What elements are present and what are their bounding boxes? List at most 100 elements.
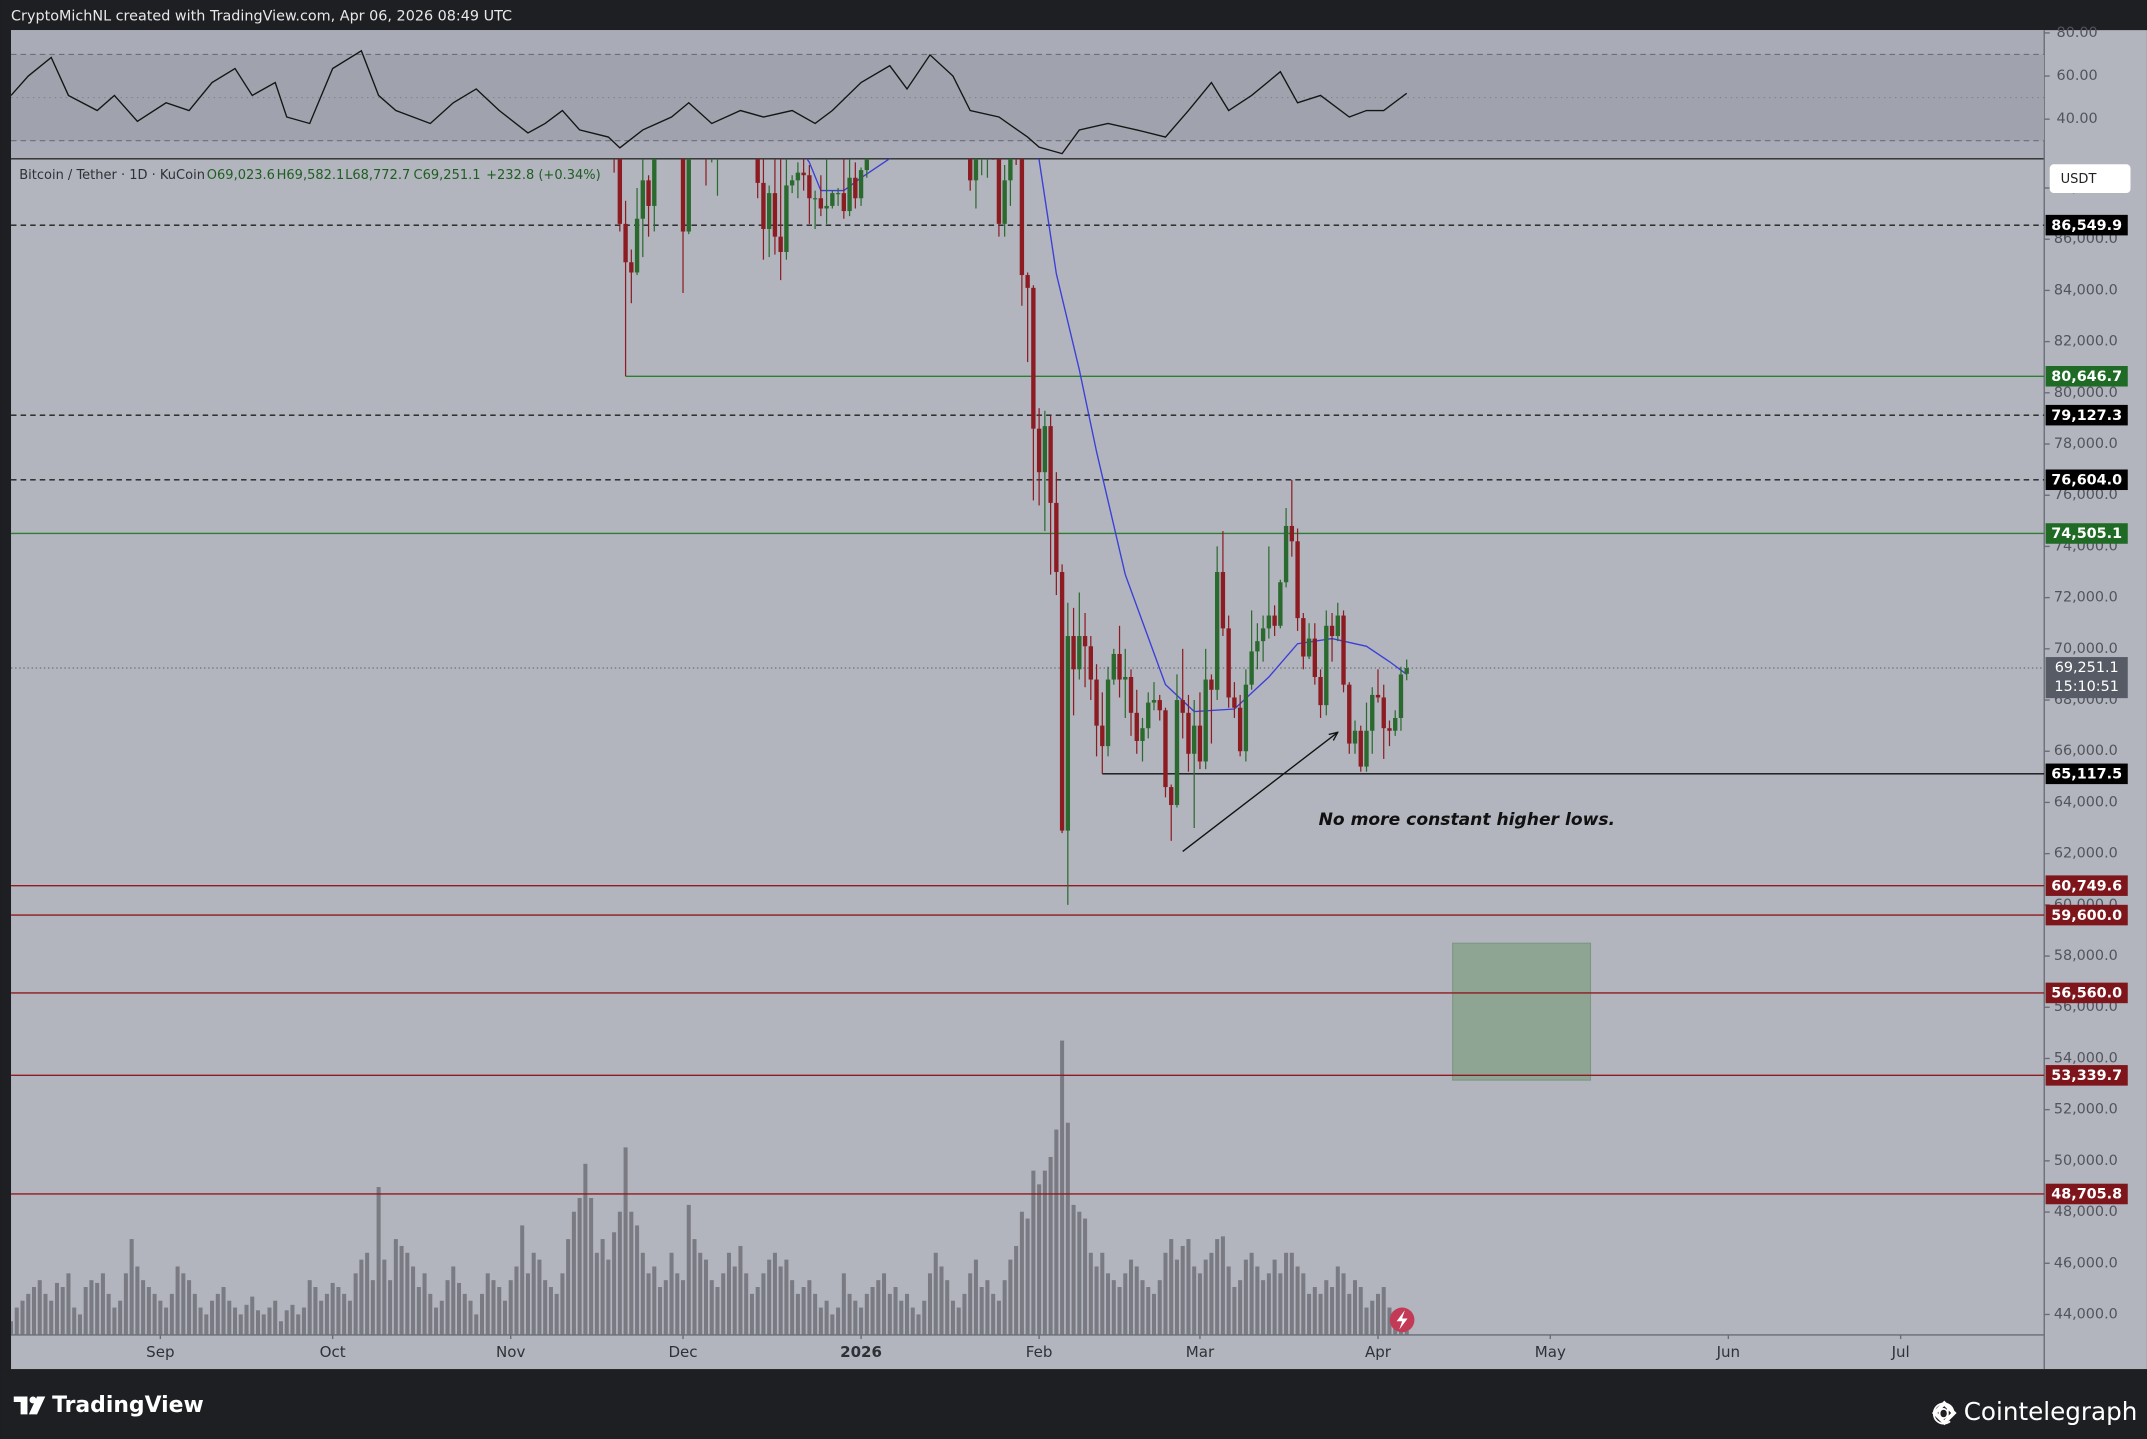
candle-body xyxy=(686,158,691,232)
volume-bar xyxy=(89,1280,94,1335)
rsi-layer xyxy=(11,49,2045,155)
x-tick-label: 2026 xyxy=(840,1343,882,1361)
candle-body xyxy=(1214,572,1220,690)
volume-bar xyxy=(612,1232,617,1335)
volume-bar xyxy=(112,1307,117,1335)
volume-bar xyxy=(617,1211,622,1335)
volume-bar xyxy=(451,1266,456,1335)
volume-bar xyxy=(841,1273,846,1335)
level-label-box xyxy=(2045,982,2128,1004)
alert-icon[interactable] xyxy=(1389,1307,1415,1333)
candle-body xyxy=(1042,426,1048,473)
currency-box[interactable] xyxy=(2049,164,2131,194)
volume-bar xyxy=(818,1307,823,1335)
volume-bar xyxy=(1203,1259,1208,1335)
candle-body xyxy=(1186,712,1191,754)
candle-body xyxy=(789,180,795,186)
volume-bar xyxy=(204,1314,209,1335)
volume-bar xyxy=(1312,1287,1317,1335)
candle-body xyxy=(1146,702,1151,729)
candle-body xyxy=(973,158,979,181)
volume-bar xyxy=(922,1300,927,1335)
volume-bar xyxy=(560,1273,565,1335)
volume-bar xyxy=(738,1245,743,1335)
volume-bar xyxy=(824,1300,829,1335)
candle-body xyxy=(1117,653,1122,680)
volume-bar xyxy=(910,1307,915,1335)
volume-bar xyxy=(1100,1252,1105,1335)
logo-part xyxy=(13,1396,28,1415)
level-label: 80,646.7 xyxy=(2051,369,2122,385)
volume-bar xyxy=(1106,1273,1111,1335)
x-tick-label: Feb xyxy=(1026,1343,1053,1361)
volume-bar xyxy=(1318,1293,1323,1335)
volume-bar xyxy=(1347,1293,1352,1335)
volume-bar xyxy=(370,1280,375,1335)
volume-bar xyxy=(353,1273,358,1335)
candle-body xyxy=(617,158,623,224)
x-tick-label: Jun xyxy=(1716,1343,1741,1361)
volume-bar xyxy=(31,1287,37,1335)
candle-body xyxy=(1077,636,1082,670)
currency[interactable]: USDT xyxy=(2061,172,2097,187)
volume-bar xyxy=(950,1300,955,1335)
volume-bar xyxy=(646,1273,651,1335)
volume-bar xyxy=(939,1266,944,1335)
volume-bar xyxy=(445,1280,450,1335)
volume-bar xyxy=(1111,1280,1116,1335)
volume-bar xyxy=(95,1282,100,1335)
candle-body xyxy=(1347,684,1352,744)
volume-bar xyxy=(640,1252,645,1335)
x-tick-label: Nov xyxy=(496,1343,525,1361)
volume-bar xyxy=(1341,1273,1346,1335)
candle-body xyxy=(968,158,973,181)
volume-bar xyxy=(703,1259,709,1335)
volume-bar xyxy=(1387,1307,1392,1335)
volume-bar xyxy=(1019,1211,1024,1335)
volume-bar xyxy=(600,1239,605,1335)
volume-bar xyxy=(1094,1266,1099,1335)
candle-body xyxy=(1283,525,1289,583)
volume-bar xyxy=(623,1147,628,1335)
y-tick-label: 70,000.0 xyxy=(2054,641,2118,657)
alert-icon-bolt[interactable] xyxy=(1396,1310,1408,1330)
volume-bar xyxy=(388,1280,393,1335)
volume-bar xyxy=(577,1198,582,1335)
candle-body xyxy=(858,170,864,199)
candle-body xyxy=(1025,275,1030,288)
main-layer: No more constant higher lows. xyxy=(11,158,2045,1335)
volume-bar xyxy=(1353,1280,1358,1335)
volume-bar xyxy=(198,1307,203,1335)
symbol: Bitcoin / Tether · 1D · KuCoin xyxy=(19,168,205,183)
candle-body xyxy=(1123,676,1128,680)
volume-bar xyxy=(376,1187,381,1335)
volume-bar xyxy=(1272,1259,1277,1335)
candle-body xyxy=(1163,710,1168,788)
candle-body xyxy=(1071,636,1076,670)
candle-body xyxy=(1209,679,1214,690)
volume-bar xyxy=(164,1307,169,1335)
candle-body xyxy=(1059,572,1065,831)
x-tick-label: Mar xyxy=(1186,1343,1215,1361)
attribution: CryptoMichNL created with TradingView.co… xyxy=(11,8,512,24)
volume-bar xyxy=(968,1273,973,1335)
candle-body xyxy=(1266,615,1272,629)
volume-bar xyxy=(543,1280,548,1335)
level-label-box xyxy=(2045,469,2128,491)
candle-body xyxy=(1197,725,1203,762)
credit: @ Cointelegraph xyxy=(1931,1397,2137,1426)
candle-body xyxy=(1111,653,1116,680)
candle-body xyxy=(1341,615,1346,685)
x-tick-label: Apr xyxy=(1365,1343,1392,1361)
level-label-box xyxy=(2045,404,2128,426)
volume-bar xyxy=(1042,1170,1047,1335)
candle-body xyxy=(623,223,628,263)
level-label: 74,505.1 xyxy=(2051,526,2122,542)
candle-body xyxy=(680,158,686,232)
candle-body xyxy=(1180,700,1185,713)
candle-body xyxy=(784,185,789,253)
candle-body xyxy=(1364,730,1369,767)
volume-bar xyxy=(1174,1259,1179,1335)
volume-bar xyxy=(43,1293,48,1335)
volume-bar xyxy=(1243,1259,1248,1335)
